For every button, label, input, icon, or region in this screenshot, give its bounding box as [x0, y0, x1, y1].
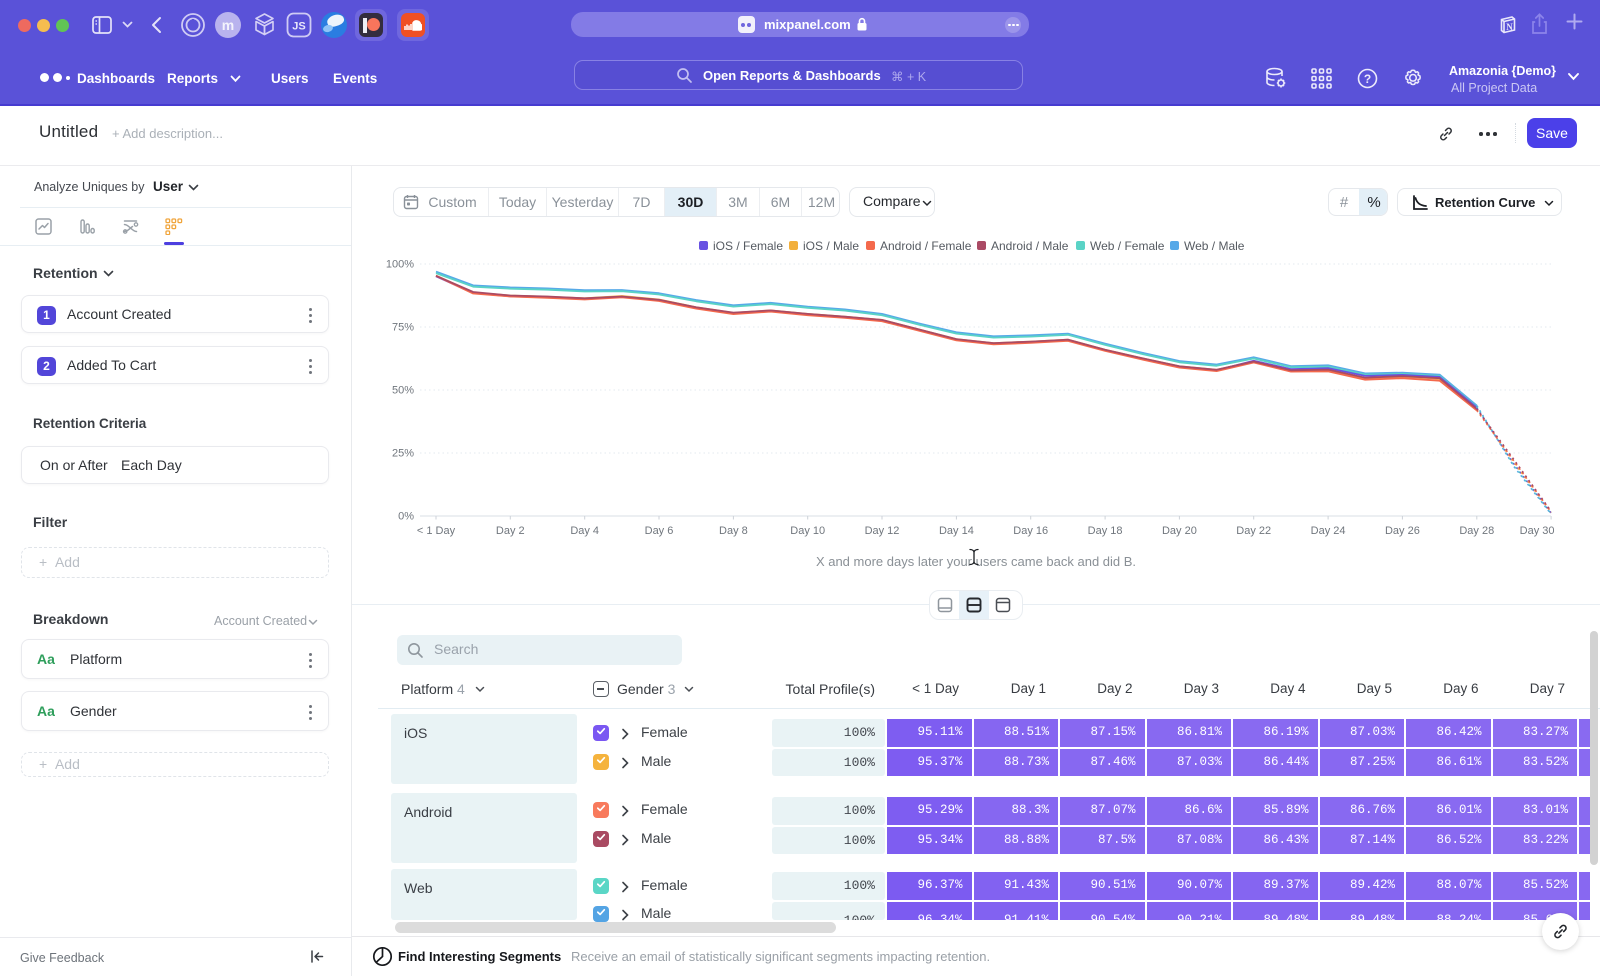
svg-text:Day 24: Day 24: [1311, 525, 1346, 537]
svg-text:0%: 0%: [398, 511, 414, 523]
svg-text:Day 22: Day 22: [1236, 525, 1271, 537]
svg-text:?: ?: [1364, 72, 1371, 86]
svg-text:Day 2: Day 2: [496, 525, 525, 537]
svg-text:Day 30: Day 30: [1520, 525, 1555, 537]
svg-text:Day 6: Day 6: [645, 525, 674, 537]
svg-text:< 1 Day: < 1 Day: [417, 525, 456, 537]
svg-text:Day 20: Day 20: [1162, 525, 1197, 537]
svg-text:Day 14: Day 14: [939, 525, 974, 537]
svg-text:50%: 50%: [392, 385, 414, 397]
svg-text:N: N: [1506, 22, 1513, 32]
svg-text:Day 28: Day 28: [1459, 525, 1494, 537]
svg-text:Day 4: Day 4: [570, 525, 599, 537]
svg-text:Day 16: Day 16: [1013, 525, 1048, 537]
svg-text:Day 26: Day 26: [1385, 525, 1420, 537]
svg-text:Day 12: Day 12: [865, 525, 900, 537]
svg-text:Day 8: Day 8: [719, 525, 748, 537]
svg-text:JS: JS: [292, 21, 305, 33]
svg-text:100%: 100%: [386, 259, 414, 271]
svg-text:Day 10: Day 10: [790, 525, 825, 537]
svg-text:Day 18: Day 18: [1088, 525, 1123, 537]
svg-text:75%: 75%: [392, 322, 414, 334]
svg-text:25%: 25%: [392, 448, 414, 460]
